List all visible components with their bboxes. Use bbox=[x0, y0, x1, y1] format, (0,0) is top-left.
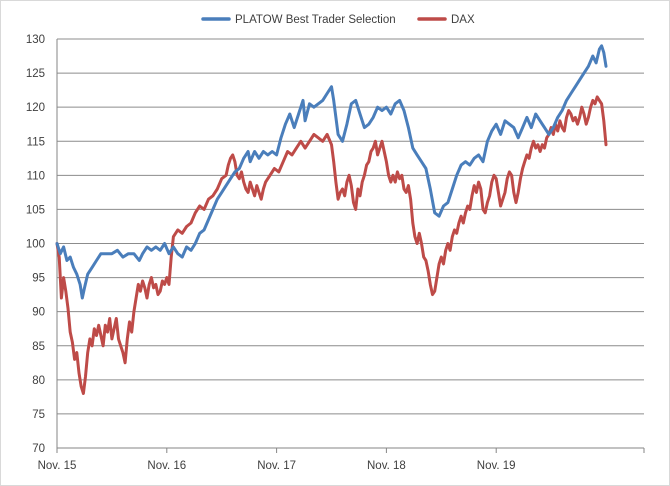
x-tick-label: Nov. 19 bbox=[477, 460, 516, 472]
y-tick-label: 110 bbox=[27, 170, 45, 182]
y-tick-label: 120 bbox=[26, 102, 45, 114]
series-line-platow-best-trader-selection bbox=[55, 44, 608, 300]
x-tick-label: Nov. 17 bbox=[257, 460, 296, 472]
y-tick-label: 130 bbox=[26, 34, 45, 46]
y-tick-label: 105 bbox=[26, 204, 45, 216]
y-tick-label: 125 bbox=[26, 68, 45, 80]
legend: PLATOW Best Trader Selection DAX bbox=[201, 14, 475, 26]
legend-label-dax: DAX bbox=[451, 14, 475, 26]
y-tick-label: 100 bbox=[26, 239, 45, 251]
gridlines bbox=[57, 38, 644, 449]
x-tick-label: Nov. 18 bbox=[367, 460, 406, 472]
y-tick-label: 95 bbox=[32, 273, 45, 285]
y-tick-label: 75 bbox=[32, 409, 45, 421]
y-tick-label: 80 bbox=[32, 375, 45, 387]
y-tick-label: 70 bbox=[32, 443, 45, 455]
series-line-dax bbox=[55, 95, 608, 395]
legend-label-platow-best-trader-selection: PLATOW Best Trader Selection bbox=[235, 14, 396, 26]
axes: 70 75 80 85 90 95 100 105 110 115 120 125 130 Nov. 15… bbox=[26, 34, 645, 472]
x-tick-label: Nov. 15 bbox=[38, 460, 77, 472]
y-tick-label: 85 bbox=[32, 341, 45, 353]
series-lines bbox=[55, 44, 608, 395]
y-tick-label: 90 bbox=[32, 307, 45, 319]
y-tick-label: 115 bbox=[27, 136, 45, 148]
x-tick-label: Nov. 16 bbox=[147, 460, 186, 472]
